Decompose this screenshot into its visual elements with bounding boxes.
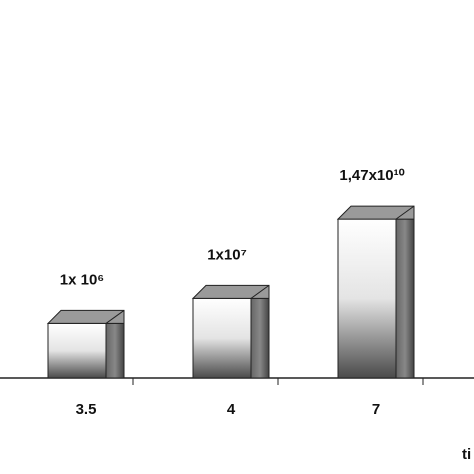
- bar-group: [336, 205, 415, 379]
- data-label: 1x 10⁶: [60, 271, 104, 288]
- bar-side: [395, 218, 415, 379]
- bar-top: [336, 205, 415, 220]
- data-label: 1x10⁷: [207, 246, 247, 263]
- bar-top: [191, 284, 270, 299]
- bar: [47, 322, 107, 379]
- bar: [337, 218, 397, 379]
- bar-top: [46, 309, 125, 324]
- bar-side: [250, 297, 270, 379]
- bar-side: [105, 322, 125, 379]
- data-label: 1,47x10¹⁰: [339, 167, 404, 184]
- bar-edge: [250, 284, 270, 299]
- x-axis-title: ti: [462, 446, 471, 463]
- bar-edge: [395, 205, 415, 220]
- x-tick-label: 4: [227, 401, 236, 418]
- bar-edge: [105, 310, 125, 324]
- bar: [192, 297, 252, 379]
- bar-group: [46, 309, 125, 379]
- x-tick-label: 7: [372, 401, 380, 418]
- x-tick-label: 3.5: [76, 401, 97, 418]
- bar-group: [191, 284, 270, 379]
